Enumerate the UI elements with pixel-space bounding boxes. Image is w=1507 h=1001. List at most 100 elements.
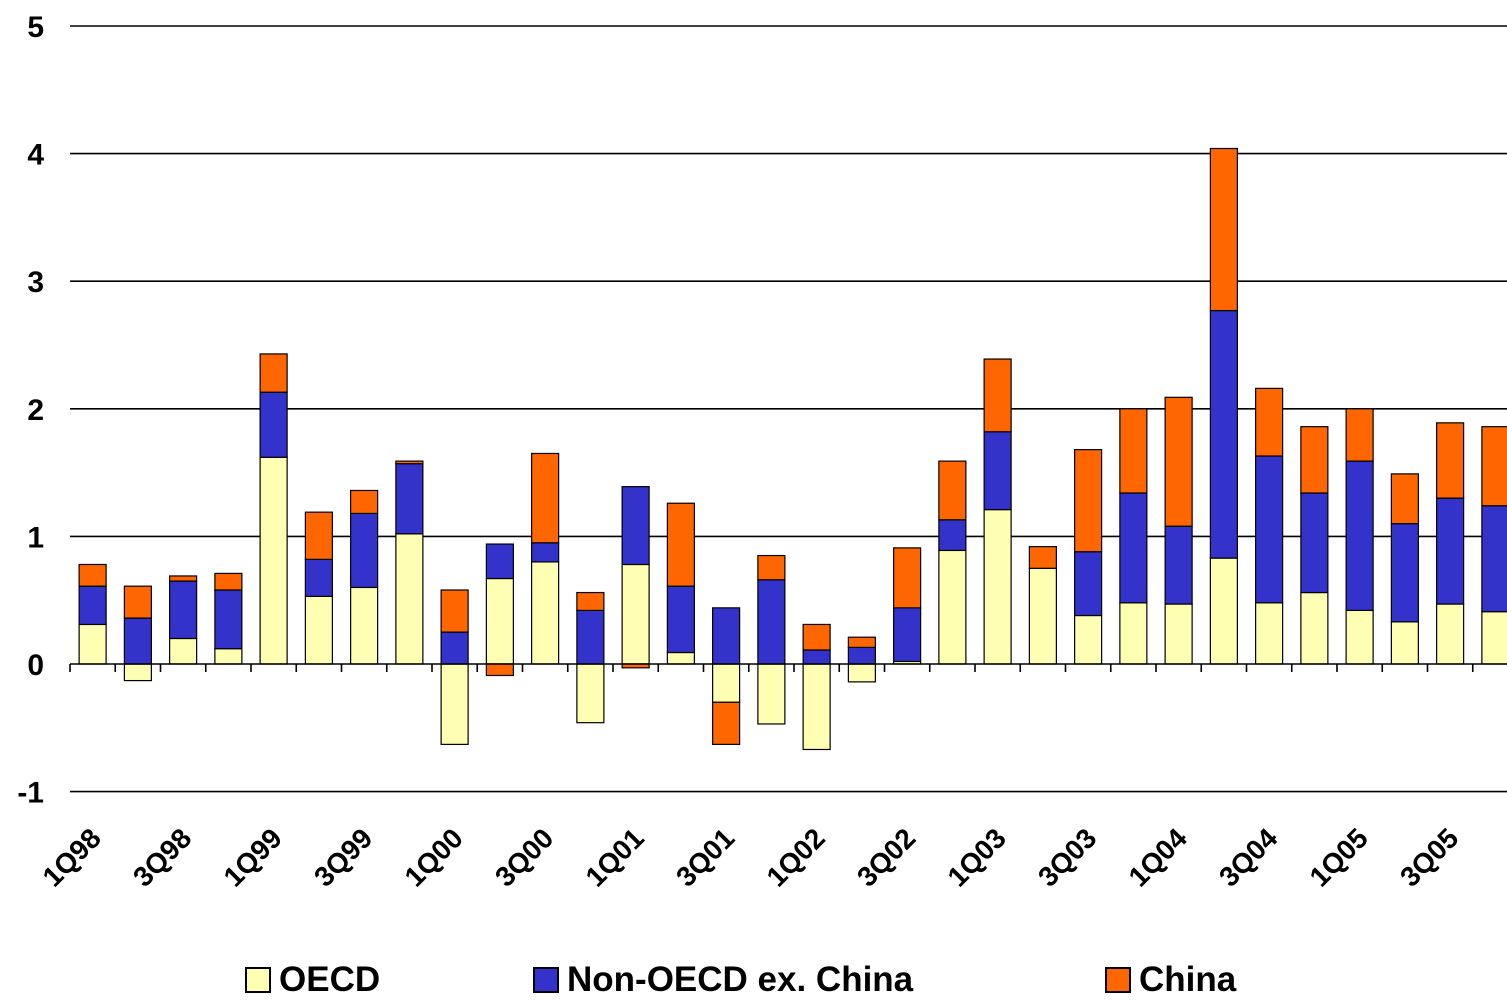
bar-1Q03-series-0: [983, 509, 1012, 665]
bar-3Q00-series-0: [531, 561, 560, 665]
bar-4Q05-series-0: [1481, 611, 1507, 665]
bar-4Q03-series-2: [1119, 408, 1148, 494]
bar-1Q05-series-2: [1345, 408, 1374, 462]
bar-2Q02-series-0: [847, 663, 876, 683]
bar-2Q05-series-1: [1390, 523, 1419, 623]
x-tick-label: 1Q98: [37, 822, 107, 892]
bar-4Q98-series-2: [214, 572, 243, 591]
bar-4Q00-series-0: [576, 663, 605, 724]
bar-3Q05-series-2: [1436, 422, 1465, 499]
y-tick-label: 3: [27, 266, 44, 299]
bar-3Q99-series-0: [350, 586, 379, 665]
bar-1Q01-series-0: [621, 563, 650, 665]
bar-3Q04-series-0: [1255, 602, 1284, 665]
bar-1Q98-series-1: [78, 585, 107, 626]
bar-2Q98-series-1: [123, 617, 152, 665]
bar-3Q04-series-1: [1255, 455, 1284, 604]
bar-1Q03-series-2: [983, 358, 1012, 433]
x-tick-label: 1Q03: [942, 822, 1012, 892]
bar-3Q00-series-1: [531, 542, 560, 563]
y-tick-label: 5: [27, 11, 44, 44]
bar-3Q01-series-1: [712, 607, 741, 665]
bar-2Q98-series-2: [123, 585, 152, 619]
bar-1Q05-series-0: [1345, 609, 1374, 665]
bar-3Q98-series-2: [169, 575, 198, 582]
x-tick-label: 1Q01: [580, 822, 650, 892]
bar-4Q04-series-0: [1300, 591, 1329, 665]
bar-2Q99-series-0: [304, 595, 333, 665]
bar-4Q98-series-1: [214, 589, 243, 650]
bar-1Q02-series-2: [802, 623, 831, 651]
bar-1Q03-series-1: [983, 431, 1012, 511]
bar-3Q04-series-2: [1255, 387, 1284, 457]
legend-swatch-oecd: [245, 967, 271, 993]
legend-item-china: China: [1105, 960, 1236, 1000]
bar-2Q03-series-2: [1028, 546, 1057, 569]
bar-4Q05-series-1: [1481, 505, 1507, 613]
x-tick-label: 1Q00: [399, 822, 469, 892]
bar-4Q02-series-0: [938, 549, 967, 665]
x-tick-label: 3Q02: [851, 822, 921, 892]
y-tick-label: 4: [27, 139, 44, 172]
bar-1Q98-series-0: [78, 623, 107, 665]
x-tick-label: 1Q04: [1123, 822, 1194, 893]
bar-3Q03-series-0: [1074, 614, 1103, 665]
bar-3Q05-series-1: [1436, 497, 1465, 605]
bar-4Q03-series-0: [1119, 602, 1148, 665]
bar-1Q05-series-1: [1345, 460, 1374, 612]
legend-label-china: China: [1139, 960, 1237, 999]
bar-2Q02-series-1: [847, 646, 876, 665]
bar-2Q99-series-1: [304, 558, 333, 597]
bar-1Q99-series-1: [259, 391, 288, 458]
y-tick-label: 2: [27, 394, 44, 427]
bar-3Q01-series-2: [712, 701, 741, 745]
bar-2Q00-series-2: [485, 663, 514, 677]
bar-4Q99-series-0: [395, 533, 424, 665]
bar-4Q00-series-1: [576, 609, 605, 665]
bar-1Q99-series-2: [259, 353, 288, 393]
bar-4Q04-series-2: [1300, 426, 1329, 494]
legend-item-oecd: OECD: [245, 960, 380, 1000]
bar-1Q01-series-1: [621, 486, 650, 566]
x-tick-label: 1Q02: [761, 822, 831, 892]
bar-2Q01-series-2: [666, 502, 695, 587]
bar-4Q99-series-2: [395, 460, 424, 465]
bar-1Q00-series-1: [440, 631, 469, 665]
bar-4Q01-series-2: [757, 554, 786, 581]
bar-1Q04-series-1: [1164, 525, 1193, 605]
bar-4Q03-series-1: [1119, 492, 1148, 604]
x-tick-label: 1Q99: [218, 822, 288, 892]
bar-2Q04-series-0: [1209, 557, 1238, 665]
legend-label-non-oecd: Non-OECD ex. China: [567, 960, 914, 999]
y-tick-label: 1: [27, 521, 44, 554]
bar-2Q99-series-2: [304, 511, 333, 560]
bar-4Q00-series-2: [576, 591, 605, 612]
bar-3Q05-series-0: [1436, 603, 1465, 665]
x-tick-label: 1Q05: [1304, 822, 1374, 892]
bar-4Q98-series-0: [214, 648, 243, 665]
x-tick-label: 3Q04: [1213, 822, 1284, 893]
y-tick-label: 0: [27, 649, 44, 682]
bar-2Q00-series-1: [485, 543, 514, 580]
bar-4Q01-series-0: [757, 663, 786, 725]
x-tick-label: 3Q03: [1032, 822, 1102, 892]
bar-1Q02-series-0: [802, 663, 831, 751]
x-tick-label: 3Q99: [308, 822, 378, 892]
bar-1Q98-series-2: [78, 563, 107, 587]
y-tick-label: -1: [17, 777, 44, 810]
bar-1Q99-series-0: [259, 456, 288, 665]
bar-4Q01-series-1: [757, 579, 786, 665]
bar-3Q99-series-2: [350, 489, 379, 515]
legend-swatch-china: [1105, 967, 1131, 993]
bar-1Q04-series-0: [1164, 603, 1193, 665]
bar-2Q05-series-0: [1390, 621, 1419, 665]
bar-2Q00-series-0: [485, 577, 514, 665]
bar-1Q04-series-2: [1164, 396, 1193, 527]
x-tick-label: 3Q00: [489, 822, 559, 892]
bar-4Q04-series-1: [1300, 492, 1329, 594]
bar-1Q00-series-0: [440, 663, 469, 745]
bar-2Q01-series-1: [666, 585, 695, 654]
bar-3Q03-series-1: [1074, 551, 1103, 617]
bar-3Q00-series-2: [531, 452, 560, 544]
